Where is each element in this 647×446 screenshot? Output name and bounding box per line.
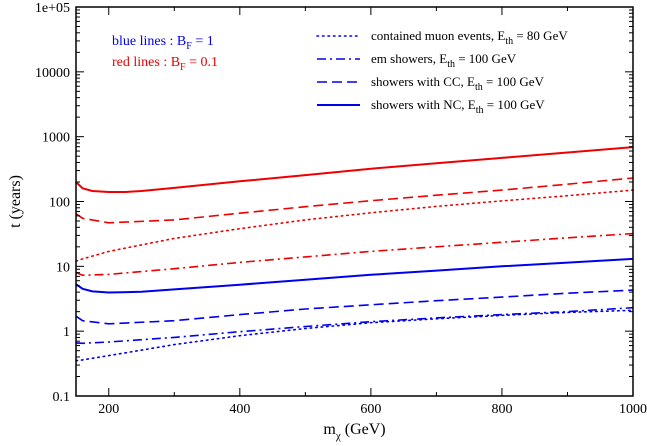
x-tick-label: 800 (491, 402, 512, 417)
y-tick-label: 1 (63, 325, 70, 340)
x-tick-label: 400 (229, 402, 250, 417)
series-5-dashdot-line (75, 232, 634, 277)
legend: contained muon events, Eth = 80 GeV em sh… (316, 28, 568, 116)
x-axis-label: mχ (GeV) (323, 421, 385, 442)
y-tick-label: 1e+05 (35, 1, 70, 16)
y-tick-label: 100 (49, 196, 70, 211)
legend-entry-label: contained muon events, Eth = 80 GeV (371, 28, 568, 47)
y-axis-label: t (years) (7, 175, 24, 228)
color-notes: blue lines : BF = 1 red lines : BF = 0.1 (112, 34, 218, 73)
series-0-dotted-line (75, 309, 634, 362)
y-tick-label: 1000 (42, 131, 70, 146)
legend-entry-label: showers with CC, Eth = 100 GeV (371, 74, 545, 93)
x-tick-label: 200 (98, 402, 119, 417)
series-3-solid-line (75, 257, 634, 294)
series-2-dashed-line (75, 289, 634, 325)
series-layer (75, 146, 634, 362)
axes-layer: 200 400 600 800 1000 0.1 1 10 100 1000 10000 1e+05 m… (7, 1, 647, 442)
red-lines-note: red lines : BF = 0.1 (112, 55, 218, 73)
x-tick-label: 600 (360, 402, 381, 417)
series-7-solid-line (75, 146, 634, 193)
blue-lines-note: blue lines : BF = 1 (112, 34, 214, 52)
legend-entry-label: em showers, Eth = 100 GeV (371, 51, 517, 70)
y-tick-label: 10000 (35, 66, 70, 81)
series-6-dashed-line (75, 177, 634, 224)
series-4-dotted-line (75, 189, 634, 263)
series-1-dashdot-line (75, 306, 634, 345)
y-tick-label: 0.1 (53, 390, 71, 405)
legend-entry-label: showers with NC, Eth = 100 GeV (371, 97, 545, 116)
y-tick-label: 10 (56, 260, 70, 275)
x-tick-label: 1000 (619, 402, 647, 417)
